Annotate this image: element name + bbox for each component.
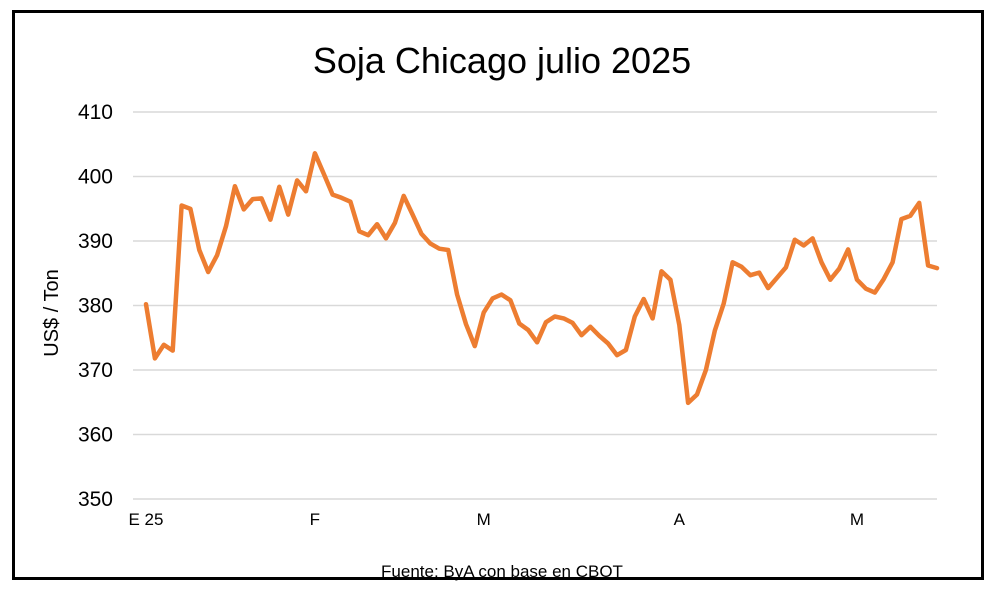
series-group [143, 151, 940, 406]
y-tick-label: 380 [78, 295, 113, 318]
series-line [143, 151, 940, 406]
y-tick-label: 390 [78, 230, 113, 253]
x-tick-label: A [674, 510, 686, 529]
y-tick-label: 370 [78, 359, 113, 382]
x-axis-ticks: E 25 F M A M [129, 510, 865, 529]
x-tick-label: F [310, 510, 320, 529]
y-axis-label: US$ / Ton [41, 269, 63, 356]
x-tick-label: M [477, 510, 491, 529]
x-tick-label: E 25 [129, 510, 164, 529]
y-tick-label: 360 [78, 424, 113, 447]
chart-frame: Soja Chicago julio 2025 350 360 370 380 390 4… [12, 10, 984, 581]
x-tick-label: M [850, 510, 864, 529]
chart-title: Soja Chicago julio 2025 [313, 40, 691, 81]
y-tick-label: 410 [78, 101, 113, 124]
y-tick-label: 400 [78, 166, 113, 189]
gridlines [133, 111, 937, 500]
y-tick-label: 350 [78, 488, 113, 511]
source-note: Fuente: ByA con base en CBOT [381, 562, 623, 581]
line-chart: Soja Chicago julio 2025 350 360 370 380 390 4… [41, 40, 940, 581]
y-axis-ticks: 350 360 370 380 390 400 410 [78, 101, 113, 511]
